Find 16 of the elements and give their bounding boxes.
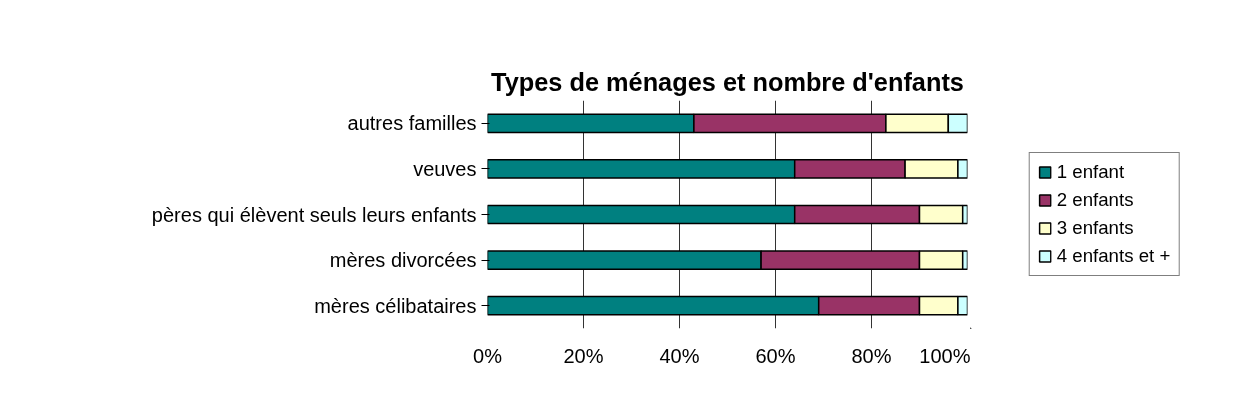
y-tick-label: autres familles (347, 112, 477, 135)
chart-title: Types de ménages et nombre d'enfants (491, 67, 964, 96)
y-tick-label: mères célibataires (314, 294, 477, 317)
legend-label: 2 enfants (1056, 189, 1134, 211)
y-tick-label: veuves (413, 157, 477, 180)
legend-label: 4 enfants et + (1056, 245, 1171, 267)
x-tick-label: 40% (659, 344, 700, 367)
y-tick-label: mères divorcées (329, 249, 477, 272)
x-tick-label: 0% (473, 344, 503, 367)
x-tick-label: 80% (851, 344, 892, 367)
x-tick-label: 60% (755, 344, 796, 367)
y-tick-label: pères qui élèvent seuls leurs enfants (151, 203, 477, 226)
legend-label: 1 enfant (1056, 161, 1125, 183)
legend-label: 3 enfants (1056, 217, 1134, 239)
x-tick-label: 100% (919, 344, 971, 367)
x-tick-label: 20% (563, 344, 604, 367)
